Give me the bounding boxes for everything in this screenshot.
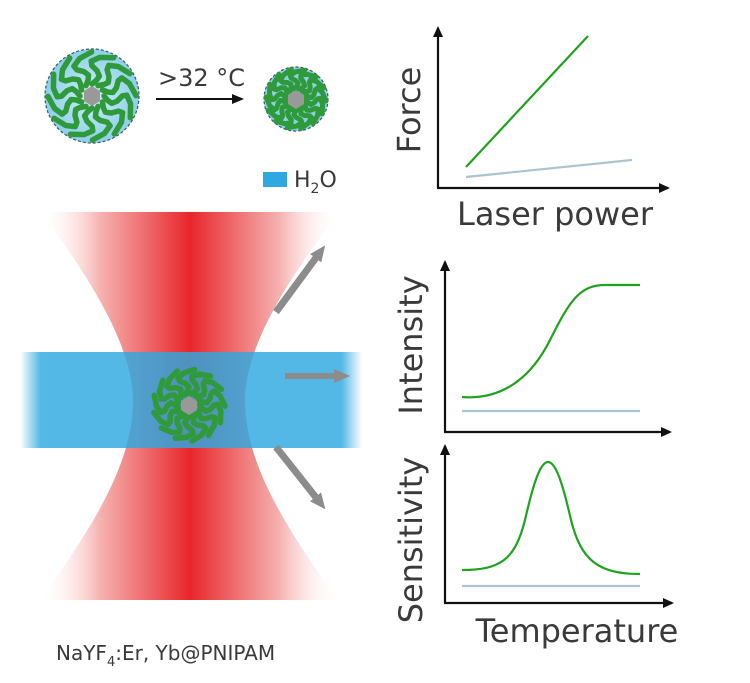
polymer-strand <box>298 104 315 132</box>
polymer-strand <box>71 49 95 89</box>
polymer-strand <box>99 99 126 137</box>
svg-text:H2O: H2O <box>294 168 337 197</box>
polymer-strand <box>51 103 89 130</box>
polymer-strand <box>88 54 117 87</box>
polymer-strand <box>265 103 293 121</box>
core-hexagon <box>84 86 100 106</box>
material-label: NaYF4:Er, Yb@PNIPAM <box>56 641 275 670</box>
collapsed-nanoparticle <box>263 66 329 132</box>
polymer-strand <box>197 401 224 426</box>
polymer-strand <box>195 407 218 439</box>
force-x-label: Laser power <box>457 195 654 233</box>
polymer-strand <box>164 368 184 401</box>
transition-label: >32 °C <box>158 64 245 92</box>
polymer-strand <box>303 95 326 117</box>
scatter-arrow-up <box>273 245 326 315</box>
polymer-strand <box>287 67 308 92</box>
force-y-label: Force <box>390 67 428 154</box>
polymer-strand <box>187 371 214 397</box>
polymer-strand <box>295 71 319 92</box>
sensitivity-y-label: Sensitivity <box>392 457 430 624</box>
polymer-strands <box>151 366 228 444</box>
h2o-legend: H2O <box>263 168 337 197</box>
sensitivity-chart: Sensitivity Temperature <box>392 444 679 650</box>
polymer-strand <box>151 392 182 416</box>
intensity-y-label: Intensity <box>392 275 430 414</box>
scatter-arrow-down <box>273 444 326 510</box>
polymer-strand <box>273 106 297 127</box>
sensitivity-green-curve <box>461 460 641 576</box>
core-hexagon <box>181 396 197 415</box>
polymer-strand <box>158 412 188 436</box>
polymer-strand <box>302 85 329 104</box>
polymer-strand <box>271 71 290 98</box>
swollen-nanoparticle <box>44 48 140 144</box>
sensitivity-x-label: Temperature <box>475 612 679 650</box>
force-reference-curve <box>465 158 633 179</box>
core-hexagon <box>288 90 304 109</box>
polymer-strand <box>284 106 305 131</box>
polymer-strand <box>172 413 196 441</box>
polymer-strand <box>67 105 96 138</box>
h2o-swatch <box>263 172 287 187</box>
trapped-nanoparticle <box>151 366 228 444</box>
polymer-strand <box>45 93 85 117</box>
polymer-strand <box>195 388 228 409</box>
force-chart: Force Laser power <box>390 26 670 233</box>
polymer-strand <box>95 62 133 89</box>
polymer-strand <box>302 100 321 127</box>
polymer-strands <box>263 66 329 132</box>
polymer-strand <box>89 103 113 143</box>
polymer-strand <box>175 366 198 398</box>
polymer-strand <box>299 77 327 95</box>
polymer-strand <box>58 55 85 93</box>
polymer-strand <box>266 81 289 103</box>
intensity-green-curve <box>461 283 640 399</box>
polymer-strands <box>45 49 139 143</box>
polymer-strand <box>192 378 225 399</box>
polymer-strand <box>99 75 139 99</box>
polymer-strand <box>50 71 83 100</box>
intensity-chart: Intensity <box>392 260 672 437</box>
polymer-strand <box>151 408 184 428</box>
polymer-strand <box>101 92 134 121</box>
polymer-strand <box>277 66 294 94</box>
polymer-strand <box>189 411 209 444</box>
force-green-curve <box>465 35 589 168</box>
polymer-strand <box>263 94 290 113</box>
polymer-strand <box>156 377 182 406</box>
